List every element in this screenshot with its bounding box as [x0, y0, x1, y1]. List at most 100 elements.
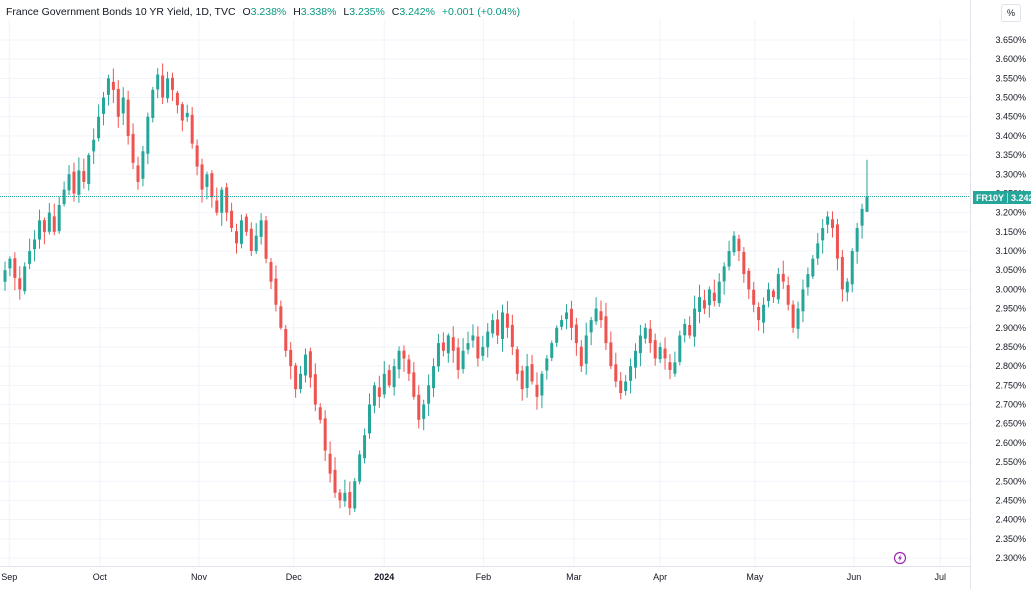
y-tick-label: 3.300%: [995, 169, 1026, 179]
chart-legend: France Government Bonds 10 YR Yield, 1D,…: [6, 6, 520, 18]
candle-body: [816, 243, 820, 259]
candle-body: [648, 328, 652, 344]
candle-body: [37, 220, 41, 240]
candle-body: [668, 362, 672, 370]
price-tag-symbol: FR10Y: [973, 192, 1009, 203]
candle-body: [831, 219, 835, 229]
candle-body: [643, 327, 647, 339]
candle-body: [545, 358, 549, 371]
x-tick-label: Oct: [93, 572, 108, 582]
candle-body: [102, 97, 106, 114]
candle-body: [279, 306, 283, 328]
x-tick-label: May: [746, 572, 764, 582]
candle-body: [353, 481, 357, 509]
y-tick-label: 3.100%: [995, 246, 1026, 256]
x-axis[interactable]: Sep Oct Nov Dec 2024 Feb Mar Apr May Jun Jul: [1, 572, 946, 582]
candle-body: [786, 285, 790, 305]
y-axis[interactable]: 3.650% 3.600% 3.550% 3.500% 3.450% 3.400% 3.35…: [970, 0, 1027, 589]
candle-body: [244, 216, 248, 232]
candle-body: [752, 289, 756, 305]
candle-body: [776, 274, 780, 300]
y-tick-label: 2.400%: [995, 515, 1026, 525]
candle-body: [446, 335, 450, 354]
candle-body: [486, 331, 490, 348]
x-tick-label: Dec: [286, 572, 303, 582]
candle-body: [308, 351, 312, 378]
candle-body: [87, 155, 91, 184]
candle-body: [397, 350, 401, 370]
candle-body: [249, 228, 253, 252]
candle-body: [441, 342, 445, 351]
y-tick-label: 3.050%: [995, 265, 1026, 275]
candle-body: [363, 435, 367, 459]
y-tick-label: 2.850%: [995, 342, 1026, 352]
candle-body: [427, 385, 431, 404]
candle-body: [8, 258, 12, 269]
y-tick-label: 2.800%: [995, 361, 1026, 371]
candle-body: [387, 370, 391, 386]
candle-body: [318, 407, 322, 420]
candle-body: [476, 336, 480, 359]
candles: [3, 63, 869, 516]
candle-body: [348, 492, 352, 509]
candle-body: [166, 78, 170, 99]
x-tick-label: Nov: [191, 572, 208, 582]
y-tick-label: 3.000%: [995, 284, 1026, 294]
candle-body: [762, 304, 766, 323]
candle-body: [594, 308, 598, 322]
candle-body: [97, 116, 101, 139]
candle-body: [766, 289, 770, 302]
candle-body: [451, 337, 455, 351]
candle-body: [826, 216, 830, 225]
y-tick-label: 3.350%: [995, 150, 1026, 160]
candle-body: [328, 453, 332, 474]
percent-scale-button[interactable]: %: [1001, 4, 1021, 22]
candle-body: [392, 366, 396, 388]
candle-body: [540, 373, 544, 396]
candle-body: [407, 359, 411, 374]
candle-body: [491, 320, 495, 334]
grid-lines: [0, 20, 970, 567]
last-price-tag: FR10Y 3.242%: [973, 191, 1032, 204]
candle-body: [727, 251, 731, 267]
candle-body: [614, 364, 618, 382]
candle-body: [121, 97, 125, 114]
candle-body: [599, 311, 603, 321]
y-tick-label: 2.350%: [995, 534, 1026, 544]
candle-body: [67, 174, 71, 191]
candle-body: [259, 220, 263, 237]
candle-body: [663, 348, 667, 359]
candle-body: [274, 278, 278, 305]
y-tick-label: 3.450%: [995, 112, 1026, 122]
candle-body: [840, 256, 844, 290]
candle-body: [417, 394, 421, 420]
candle-body: [683, 323, 687, 336]
y-tick-label: 3.550%: [995, 73, 1026, 83]
y-tick-label: 2.750%: [995, 380, 1026, 390]
candle-body: [673, 362, 677, 374]
candle-body: [530, 364, 534, 382]
price-tag-value: 3.242%: [1011, 192, 1032, 203]
x-tick-label: Jun: [847, 572, 862, 582]
candle-body: [170, 77, 174, 90]
y-tick-label: 3.150%: [995, 227, 1026, 237]
y-tick-label: 3.500%: [995, 93, 1026, 103]
lightning-icon[interactable]: [893, 551, 907, 565]
candle-body: [230, 210, 234, 229]
y-tick-label: 3.650%: [995, 35, 1026, 45]
candle-body: [200, 164, 204, 190]
y-tick-label: 3.600%: [995, 54, 1026, 64]
candle-body: [82, 171, 86, 182]
candle-body: [860, 208, 864, 226]
candle-body: [156, 74, 160, 90]
candle-body: [333, 469, 337, 493]
candle-body: [560, 320, 564, 327]
candle-body: [23, 266, 27, 292]
candle-body: [712, 292, 716, 301]
candle-body: [185, 112, 189, 118]
candle-body: [771, 290, 775, 298]
candle-body: [33, 239, 37, 250]
candle-body: [698, 297, 702, 312]
candle-body: [855, 228, 859, 252]
